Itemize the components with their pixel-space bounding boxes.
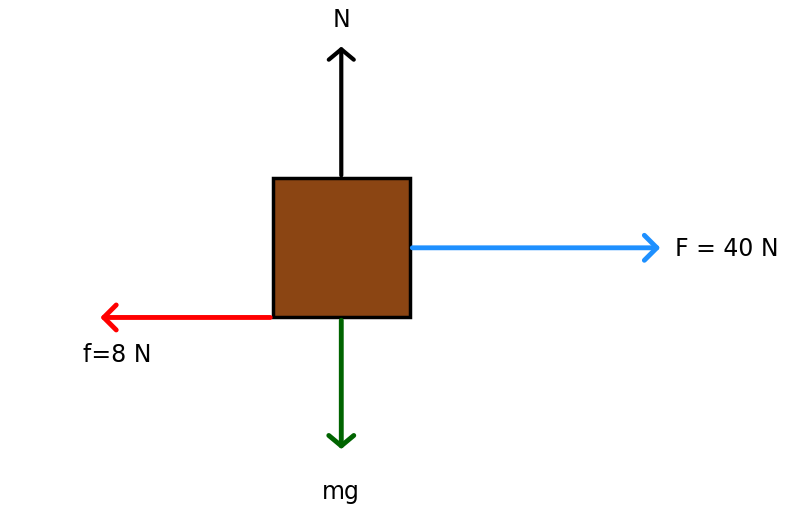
Bar bbox=[273, 179, 410, 318]
Text: mg: mg bbox=[322, 479, 360, 503]
Text: N: N bbox=[333, 8, 350, 32]
Text: F = 40 N: F = 40 N bbox=[674, 236, 778, 260]
Text: f=8 N: f=8 N bbox=[83, 343, 151, 366]
